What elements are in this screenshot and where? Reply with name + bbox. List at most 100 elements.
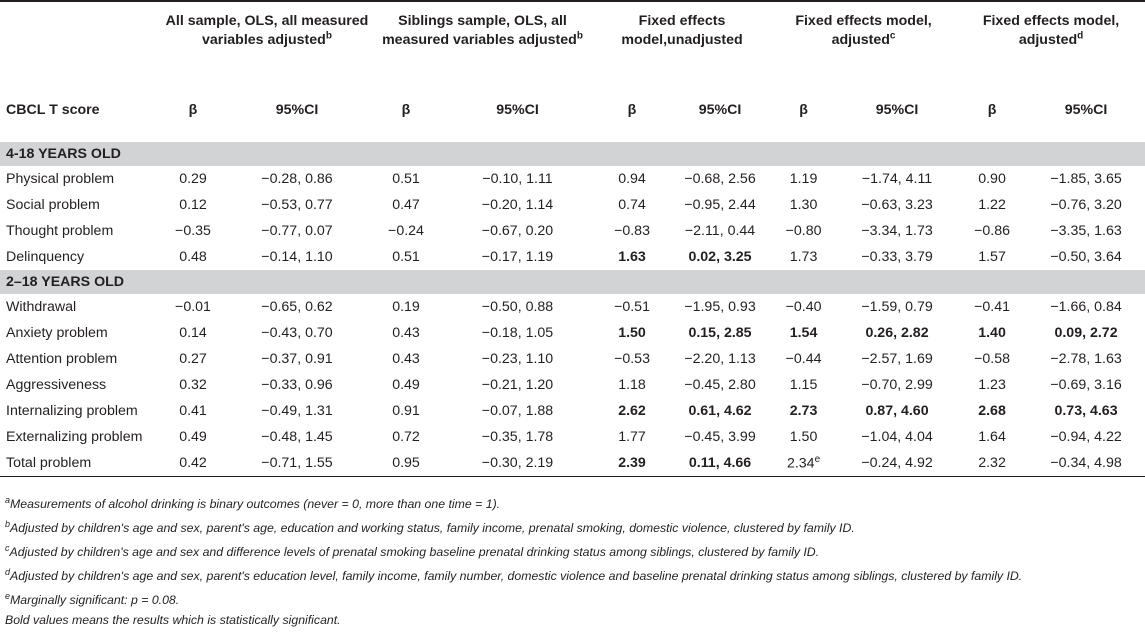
ci-cell: −0.18, 1.05 <box>481 325 554 341</box>
table-row: Social problem 0.12 −0.53, 0.77 0.47 −0.20, … <box>0 192 1145 218</box>
row-label-header: CBCL T score <box>6 102 100 118</box>
ci-cell: −3.35, 1.63 <box>1050 223 1122 239</box>
ci-header: 95%CI <box>1064 102 1108 118</box>
beta-cell: 0.47 <box>392 197 420 213</box>
beta-cell: 0.49 <box>392 377 420 393</box>
beta-cell: 0.27 <box>179 351 207 367</box>
beta-cell: 0.48 <box>179 249 207 265</box>
beta-cell: 1.50 <box>618 325 646 341</box>
beta-cell: 0.95 <box>371 450 441 477</box>
ci-cell: −0.68, 2.56 <box>684 171 756 187</box>
ci-cell: −3.34, 1.73 <box>861 223 933 239</box>
table-row: Delinquency 0.48 −0.14, 1.10 0.51 −0.17, 1.1… <box>0 244 1145 270</box>
beta-cell: −0.41 <box>974 299 1010 315</box>
ci-cell: −0.45, 3.99 <box>684 429 756 445</box>
row-label: Social problem <box>6 197 100 213</box>
ci-cell: 0.26, 2.82 <box>865 325 929 341</box>
ci-header: 95%CI <box>875 102 919 118</box>
ci-cell: −0.48, 1.45 <box>261 429 333 445</box>
beta-cell: 1.22 <box>978 197 1006 213</box>
ci-cell: −2.57, 1.69 <box>861 351 933 367</box>
ci-cell: −0.28, 0.86 <box>261 171 333 187</box>
group-header-row: All sample, OLS, all measured variables … <box>0 2 1145 85</box>
beta-header: β <box>987 102 997 118</box>
row-label: Total problem <box>0 450 163 477</box>
ci-cell: −0.67, 0.20 <box>481 223 554 239</box>
ci-cell: −1.59, 0.79 <box>861 299 933 315</box>
ci-cell: −1.66, 0.84 <box>1050 299 1122 315</box>
ci-cell: −0.43, 0.70 <box>261 325 333 341</box>
ci-cell: −0.14, 1.10 <box>261 249 333 265</box>
beta-cell: 0.72 <box>392 429 420 445</box>
beta-cell: 2.34e <box>770 450 838 477</box>
beta-cell: −0.53 <box>614 351 650 367</box>
table-row: Anxiety problem 0.14 −0.43, 0.70 0.43 −0.18,… <box>0 320 1145 346</box>
ci-cell: 0.11, 4.66 <box>670 450 771 477</box>
table-body: 4-18 YEARS OLD Physical problem 0.29 −0.28,… <box>0 142 1145 477</box>
row-label: Delinquency <box>6 249 85 265</box>
ci-header: 95%CI <box>275 102 319 118</box>
beta-cell: 0.49 <box>179 429 207 445</box>
footnote: dAdjusted by children's age and sex, par… <box>5 567 1023 584</box>
ci-cell: −0.34, 4.98 <box>1027 450 1145 477</box>
ci-cell: −0.30, 2.19 <box>441 450 595 477</box>
beta-cell: 1.73 <box>789 249 818 265</box>
results-table: All sample, OLS, all measured variables … <box>0 2 1145 477</box>
footnote: bAdjusted by children's age and sex, par… <box>5 519 855 536</box>
ci-cell: −0.37, 0.91 <box>261 351 333 367</box>
beta-cell: 0.14 <box>179 325 207 341</box>
ci-cell: −0.63, 3.23 <box>861 197 933 213</box>
beta-cell: 1.77 <box>618 429 646 445</box>
beta-cell: 0.19 <box>392 299 420 315</box>
beta-cell: −0.40 <box>785 299 822 315</box>
ci-header: 95%CI <box>698 102 742 118</box>
table-row: Total problem 0.42 −0.71, 1.55 0.95 −0.30, 2… <box>0 450 1145 477</box>
ci-cell: −0.33, 0.96 <box>261 377 333 393</box>
beta-cell: −0.83 <box>614 223 650 239</box>
beta-cell: −0.58 <box>974 351 1010 367</box>
row-label: Anxiety problem <box>6 325 108 341</box>
ci-cell: −0.35, 1.78 <box>481 429 554 445</box>
beta-cell: 2.62 <box>618 403 646 419</box>
beta-cell: −0.01 <box>175 299 211 315</box>
group-header-fixed-unadjusted: Fixed effects model,unadjusted <box>621 13 743 48</box>
ci-cell: 0.02, 3.25 <box>688 249 752 265</box>
column-header-row: CBCL T score β 95%CI β 95%CI β 95%CI β 9… <box>0 85 1145 135</box>
group-header-all-sample: All sample, OLS, all measured variables … <box>165 13 369 48</box>
beta-cell: 1.63 <box>618 249 646 265</box>
beta-cell: −0.51 <box>614 299 650 315</box>
footnote: eMarginally significant: p = 0.08. <box>5 591 180 608</box>
ci-cell: 0.61, 4.62 <box>688 403 752 419</box>
beta-cell: 1.19 <box>789 171 818 187</box>
beta-cell: −0.24 <box>388 223 424 239</box>
table-row: Withdrawal −0.01 −0.65, 0.62 0.19 −0.50, 0.8… <box>0 294 1145 320</box>
beta-cell: 1.50 <box>789 429 818 445</box>
table-row: Thought problem −0.35 −0.77, 0.07 −0.24 −0.6… <box>0 218 1145 244</box>
beta-cell: 0.42 <box>163 450 223 477</box>
beta-cell: 1.54 <box>789 325 818 341</box>
ci-cell: −1.85, 3.65 <box>1050 171 1122 187</box>
beta-cell: −0.80 <box>785 223 822 239</box>
ci-cell: −0.50, 0.88 <box>481 299 554 315</box>
beta-cell: −0.35 <box>175 223 211 239</box>
section-header-row: 2–18 YEARS OLD <box>0 270 1145 294</box>
beta-header: β <box>401 102 411 118</box>
beta-cell: 2.73 <box>789 403 818 419</box>
ci-cell: −1.04, 4.04 <box>861 429 933 445</box>
beta-cell: 0.43 <box>392 351 420 367</box>
beta-cell: −0.44 <box>785 351 822 367</box>
beta-cell: 2.39 <box>594 450 671 477</box>
beta-cell: 0.51 <box>392 171 420 187</box>
beta-cell: 0.12 <box>179 197 207 213</box>
ci-cell: −1.95, 0.93 <box>684 299 756 315</box>
row-label: Externalizing problem <box>6 429 143 445</box>
ci-cell: −0.21, 1.20 <box>481 377 554 393</box>
beta-cell: −0.86 <box>974 223 1010 239</box>
ci-cell: −1.74, 4.11 <box>861 171 933 187</box>
ci-cell: −0.20, 1.14 <box>481 197 554 213</box>
beta-cell: 0.43 <box>392 325 420 341</box>
beta-header: β <box>799 102 808 118</box>
beta-cell: 0.90 <box>978 171 1006 187</box>
group-header-siblings-sample: Siblings sample, OLS, all measured varia… <box>382 13 583 48</box>
